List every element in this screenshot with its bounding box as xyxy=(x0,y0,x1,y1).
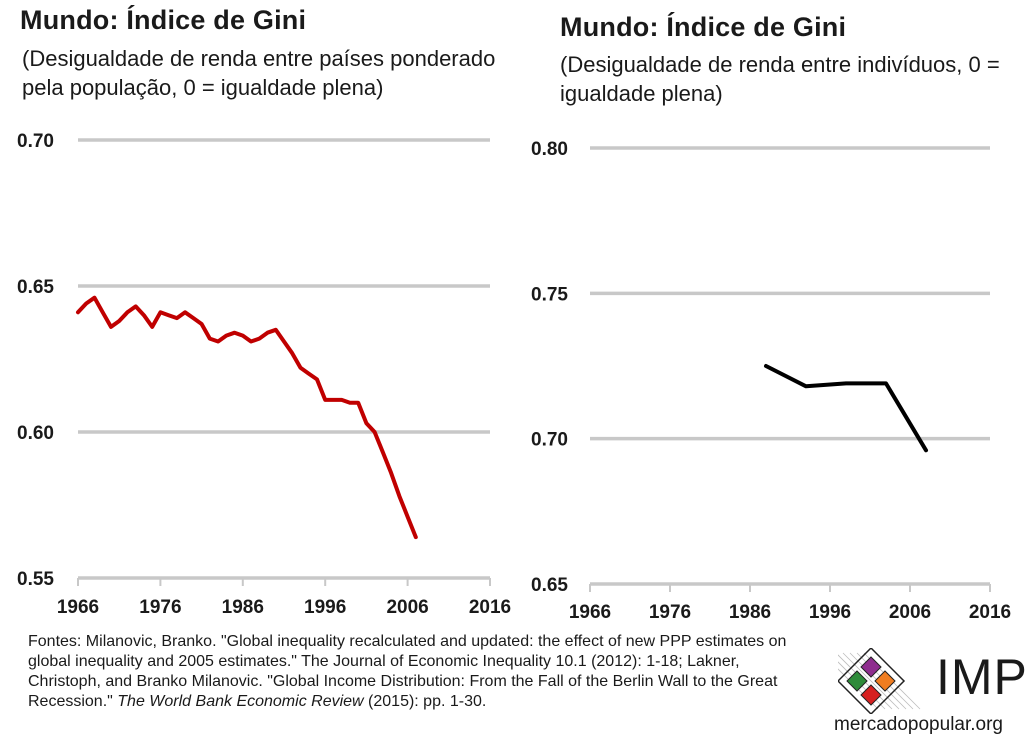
x-tick-label: 2006 xyxy=(889,602,931,623)
y-tick-label: 0.65 xyxy=(17,277,54,298)
imp-logo: IMP mercadopopular.org xyxy=(834,648,1028,744)
series-line xyxy=(76,295,418,540)
chart-title: Mundo: Índice de Gini xyxy=(560,12,847,42)
sources-footnote: Fontes: Milanovic, Branko. "Global inequ… xyxy=(28,632,808,712)
chart-right-plot: 0.65 0.70 0.75 0.80 1966 1976 1986 1996 2006 2016 xyxy=(531,139,1011,623)
logo-text: IMP xyxy=(936,649,1028,705)
sources-tail: (2015): pp. 1-30. xyxy=(363,693,487,710)
x-tick-label: 1986 xyxy=(222,597,264,618)
y-tick-label: 0.70 xyxy=(531,430,568,451)
x-tick-label: 1976 xyxy=(649,602,691,623)
y-tick-label: 0.55 xyxy=(17,569,54,590)
y-tick-label: 0.70 xyxy=(17,131,54,152)
y-tick-label: 0.75 xyxy=(531,284,568,305)
chart-left-plot: 0.55 0.60 0.65 0.70 1966 1976 1986 1996 2006 2016 xyxy=(17,131,511,618)
x-tick-label: 2006 xyxy=(386,597,428,618)
x-tick-label: 1996 xyxy=(809,602,851,623)
logo-url: mercadopopular.org xyxy=(834,714,1003,735)
logo-diamond xyxy=(860,684,882,706)
x-tick-label: 2016 xyxy=(969,602,1011,623)
chart-title: Mundo: Índice de Gini xyxy=(20,5,307,35)
chart-panel-left: 0.55 0.60 0.65 0.70 1966 1976 1986 1996 2006 2016… xyxy=(0,0,520,630)
sources-text: Fontes: Milanovic, Branko. "Global inequ… xyxy=(28,633,787,710)
chart-panel-right: 0.65 0.70 0.75 0.80 1966 1976 1986 1996 2006 2016… xyxy=(520,0,1036,630)
sources-journal: The World Bank Economic Review xyxy=(117,693,364,710)
diamond-logo-icon xyxy=(838,648,921,714)
x-tick-label: 1966 xyxy=(57,597,99,618)
chart-subtitle: (Desigualdade de renda entre indivíduos,… xyxy=(560,52,1000,106)
series-line xyxy=(764,364,928,453)
logo-diamond xyxy=(874,670,896,692)
x-tick-label: 1966 xyxy=(569,602,611,623)
x-tick-label: 1976 xyxy=(139,597,181,618)
x-tick-label: 1996 xyxy=(304,597,346,618)
y-tick-label: 0.60 xyxy=(17,423,54,444)
logo-diamond xyxy=(846,670,868,692)
logo-diamond xyxy=(860,656,882,678)
x-tick-label: 2016 xyxy=(469,597,511,618)
logo-lattice-line xyxy=(842,652,900,710)
x-tick-label: 1986 xyxy=(729,602,771,623)
y-tick-label: 0.65 xyxy=(531,575,568,596)
y-tick-label: 0.80 xyxy=(531,139,568,160)
chart-subtitle: (Desigualdade de renda entre países pond… xyxy=(22,46,496,100)
logo-outer-diamond xyxy=(838,648,906,714)
